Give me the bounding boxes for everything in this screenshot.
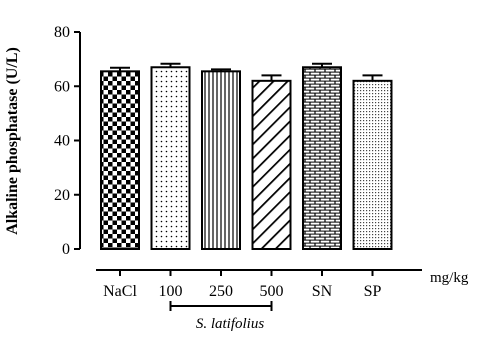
- x-tick-label: SN: [312, 283, 333, 300]
- y-tick-label: 40: [54, 133, 70, 150]
- x-tick-label: 250: [209, 283, 233, 300]
- bar: [251, 79, 292, 250]
- x-axis: NaCl 100 250 500 SN SP: [96, 269, 422, 300]
- y-tick-label: 0: [62, 241, 70, 258]
- y-axis-title: Alkaline phosphatase (U/L): [4, 47, 21, 235]
- y-axis: 0 20 40 60 80: [54, 24, 81, 258]
- x-tick-label: 100: [159, 283, 183, 300]
- bar: [201, 70, 241, 250]
- y-tick-label: 80: [54, 24, 70, 41]
- bars: [100, 62, 393, 250]
- bar: [302, 66, 342, 250]
- bar: [150, 66, 191, 250]
- x-tick-label: 500: [260, 283, 284, 300]
- bar: [100, 70, 140, 250]
- x-tick-label: NaCl: [103, 283, 137, 300]
- y-tick-label: 60: [54, 78, 70, 95]
- bar: [352, 79, 393, 250]
- y-tick-label: 20: [54, 187, 70, 204]
- x-axis-unit: mg/kg: [430, 270, 469, 286]
- x-tick-label: SP: [364, 283, 382, 300]
- group-label: S. latifolius: [196, 316, 265, 332]
- group-bracket: [169, 301, 273, 311]
